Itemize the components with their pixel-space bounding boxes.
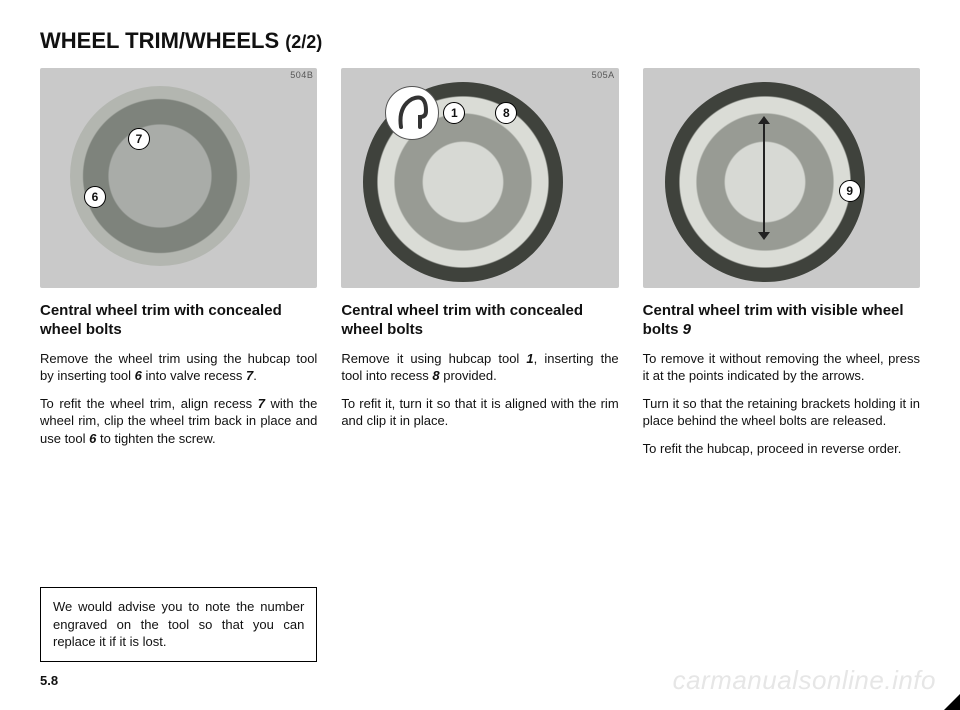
col3-p2: Turn it so that the retaining brackets h…	[643, 395, 920, 430]
column-2: 505A 1 8 Central wheel trim with conceal…	[341, 68, 618, 690]
column-3: 9 Central wheel trim with visible wheel …	[643, 68, 920, 690]
col2-p2: To refit it, turn it so that it is align…	[341, 395, 618, 430]
page-corner-icon	[944, 694, 960, 710]
col3-p3: To refit the hubcap, proceed in reverse …	[643, 440, 920, 458]
col2-p1: Remove it using hubcap tool 1, inserting…	[341, 350, 618, 385]
columns: 504B 7 6 Central wheel trim with conceal…	[40, 68, 920, 690]
col2-heading: Central wheel trim with concealed wheel …	[341, 302, 618, 340]
figure-2: 505A 1 8	[341, 68, 618, 288]
callout-9: 9	[839, 180, 861, 202]
col3-heading: Central wheel trim with visible wheel bo…	[643, 302, 920, 340]
figure-2-id: 505A	[592, 70, 615, 80]
page-title: WHEEL TRIM/WHEELS (2/2)	[40, 28, 920, 54]
figure-1-id: 504B	[290, 70, 313, 80]
figure-3: 9	[643, 68, 920, 288]
figure-1: 504B 7 6	[40, 68, 317, 288]
callout-6: 6	[84, 186, 106, 208]
col1-p1: Remove the wheel trim using the hubcap t…	[40, 350, 317, 385]
page-number: 5.8	[40, 673, 58, 688]
column-1: 504B 7 6 Central wheel trim with conceal…	[40, 68, 317, 690]
advice-note: We would advise you to note the number e…	[40, 587, 317, 662]
title-part: (2/2)	[285, 32, 322, 52]
hubcap-tool-icon	[385, 86, 439, 140]
col3-p1: To remove it without removing the wheel,…	[643, 350, 920, 385]
arrow-indicator	[763, 122, 765, 234]
col1-heading: Central wheel trim with concealed wheel …	[40, 302, 317, 340]
col1-p2: To refit the wheel trim, align recess 7 …	[40, 395, 317, 448]
callout-7: 7	[128, 128, 150, 150]
title-main: WHEEL TRIM/WHEELS	[40, 28, 279, 53]
